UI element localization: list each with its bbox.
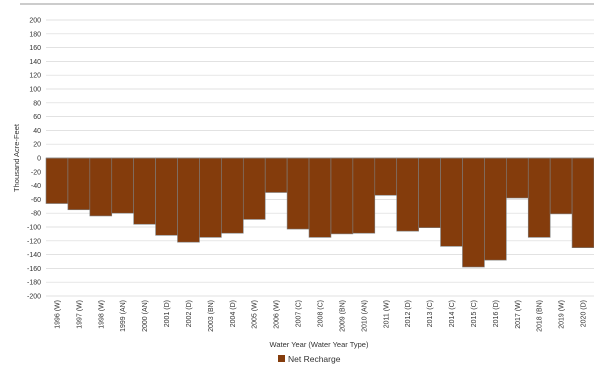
- y-tick-label: -120: [27, 238, 41, 245]
- x-tick-label: 2009 (BN): [339, 300, 346, 332]
- x-tick-label: 2013 (C): [427, 300, 434, 327]
- x-tick-label: 2015 (C): [471, 300, 478, 327]
- x-tick-label: 1996 (W): [54, 300, 61, 329]
- x-tick-label: 2010 (AN): [361, 300, 368, 332]
- x-tick-label: 2004 (D): [230, 300, 237, 327]
- y-tick-label: -80: [31, 211, 41, 218]
- y-tick-label: 80: [33, 100, 41, 107]
- bar: [286, 157, 310, 230]
- x-tick-label: 2005 (W): [252, 300, 259, 329]
- y-tick-label: 200: [29, 18, 41, 25]
- x-tick-label: 2012 (D): [405, 300, 412, 327]
- bars: [45, 157, 594, 268]
- y-tick-label: 100: [29, 87, 41, 94]
- y-tick-label: 40: [33, 128, 41, 135]
- bar: [67, 157, 91, 211]
- x-tick-label: 2002 (D): [186, 300, 193, 327]
- y-tick-label: -40: [31, 183, 41, 190]
- bar: [571, 157, 594, 248]
- y-tick-label: 160: [29, 45, 41, 52]
- y-tick-label: 180: [29, 31, 41, 38]
- x-tick-label: 2019 (W): [559, 300, 566, 329]
- bar: [264, 157, 288, 193]
- bar: [418, 157, 441, 228]
- bar: [111, 157, 134, 214]
- bar: [199, 157, 222, 238]
- y-tick-label: 60: [33, 114, 41, 121]
- x-tick-label: 1997 (W): [76, 300, 83, 329]
- bar: [177, 157, 200, 243]
- bar: [221, 157, 244, 234]
- y-tick-label: -140: [27, 252, 41, 259]
- bar: [506, 157, 529, 199]
- x-tick-labels: 1996 (W) 1997 (W) 1998 (W) 1999 (AN) 2000 (A…: [54, 300, 587, 332]
- legend: Net Recharge: [278, 354, 341, 364]
- bar: [45, 157, 69, 204]
- bar: [330, 157, 354, 235]
- x-tick-label: 2006 (W): [274, 300, 281, 329]
- bar: [308, 157, 332, 238]
- x-tick-label: 2017 (W): [515, 300, 522, 329]
- y-tick-labels: -200-180-160-140-120-100-80-60-40-200204…: [27, 18, 41, 301]
- bar: [374, 157, 398, 196]
- bar: [484, 157, 507, 261]
- bar: [352, 157, 376, 234]
- y-tick-label: 140: [29, 59, 41, 66]
- bar: [133, 157, 156, 225]
- x-tick-label: 2020 (D): [581, 300, 588, 327]
- y-tick-label: -60: [31, 197, 41, 204]
- y-tick-label: -20: [31, 169, 41, 176]
- bar: [462, 157, 485, 268]
- legend-label: Net Recharge: [288, 354, 341, 364]
- bar: [89, 157, 113, 217]
- y-tick-label: 120: [29, 73, 41, 80]
- bar: [549, 157, 573, 215]
- y-tick-label: -160: [27, 266, 41, 273]
- y-tick-label: 0: [37, 156, 41, 163]
- x-tick-label: 2007 (C): [296, 300, 303, 327]
- y-axis-title: Thousand Acre-Feet: [12, 123, 21, 192]
- bar: [155, 157, 178, 236]
- y-tick-label: -180: [27, 280, 41, 287]
- bar: [242, 157, 266, 220]
- x-tick-label: 1999 (AN): [120, 300, 127, 332]
- x-tick-label: 2001 (D): [164, 300, 171, 327]
- y-tick-label: -200: [27, 294, 41, 301]
- y-tick-label: 20: [33, 142, 41, 149]
- x-tick-label: 2003 (BN): [208, 300, 215, 332]
- y-tick-label: -100: [27, 225, 41, 232]
- x-tick-label: 1998 (W): [98, 300, 105, 329]
- x-tick-label: 2014 (C): [449, 300, 456, 327]
- x-tick-label: 2000 (AN): [142, 300, 149, 332]
- x-tick-label: 2008 (C): [318, 300, 325, 327]
- x-tick-label: 2011 (W): [383, 300, 390, 328]
- legend-swatch: [278, 355, 285, 362]
- x-axis-title: Water Year (Water Year Type): [270, 340, 369, 349]
- bar: [527, 157, 551, 238]
- bar: [396, 157, 419, 232]
- x-tick-label: 2016 (D): [493, 300, 500, 327]
- bar: [440, 157, 463, 247]
- x-tick-label: 2018 (BN): [537, 300, 544, 332]
